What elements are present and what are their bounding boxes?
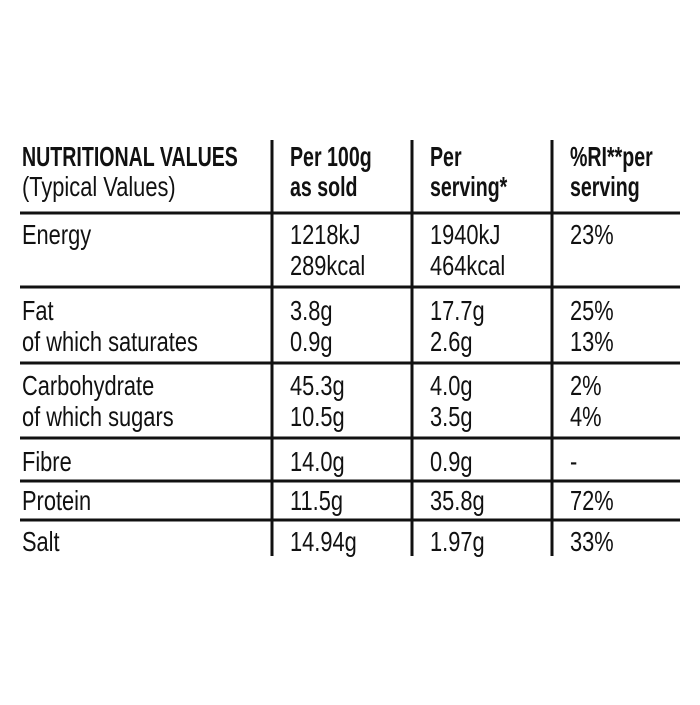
header-text: as sold xyxy=(290,172,358,203)
cell-text: 1218kJ xyxy=(290,219,360,250)
cell-text: 25% xyxy=(570,295,614,326)
cell-text: 33% xyxy=(570,526,614,557)
cell-text: Protein xyxy=(22,485,91,516)
cell-text: - xyxy=(570,446,577,477)
cell-text: 10.5g xyxy=(290,401,345,432)
header-text: Per 100g xyxy=(290,142,372,173)
cell-text: 23% xyxy=(570,219,614,250)
header-text: Per xyxy=(430,142,462,173)
cell-text: of which sugars xyxy=(22,401,174,432)
cell-text: Salt xyxy=(22,526,60,557)
cell-text: 45.3g xyxy=(290,370,345,401)
cell-text: 4% xyxy=(570,401,602,432)
cell-text: (Typical Values) xyxy=(22,171,176,202)
cell-text: 13% xyxy=(570,326,614,357)
cell-text: 35.8g xyxy=(430,485,485,516)
cell-text: 2.6g xyxy=(430,326,472,357)
cell-text: 289kcal xyxy=(290,250,365,281)
cell-text: 1940kJ xyxy=(430,219,500,250)
cell-text: 464kcal xyxy=(430,250,505,281)
cell-text: 14.0g xyxy=(290,446,345,477)
cell-text: 4.0g xyxy=(430,370,472,401)
cell-text: Carbohydrate xyxy=(22,370,154,401)
table-rules xyxy=(20,140,680,556)
cell-text: 3.5g xyxy=(430,401,472,432)
cell-text: 17.7g xyxy=(430,295,485,326)
header-text: serving xyxy=(570,172,640,203)
header-text: serving* xyxy=(430,172,508,203)
cell-text: Fat xyxy=(22,295,54,326)
cell-text: 11.5g xyxy=(290,485,343,516)
header-text: NUTRITIONAL VALUES xyxy=(22,142,238,173)
cell-text: 2% xyxy=(570,370,602,401)
cell-text: 72% xyxy=(570,485,614,516)
cell-text: 0.9g xyxy=(430,446,472,477)
cell-text: 14.94g xyxy=(290,526,357,557)
cell-text: 1.97g xyxy=(430,526,485,557)
cell-text: 0.9g xyxy=(290,326,332,357)
cell-text: of which saturates xyxy=(22,326,198,357)
cell-text: 3.8g xyxy=(290,295,332,326)
header-text: %RI**per xyxy=(570,142,653,173)
cell-text: Fibre xyxy=(22,446,72,477)
cell-text: Energy xyxy=(22,219,92,250)
